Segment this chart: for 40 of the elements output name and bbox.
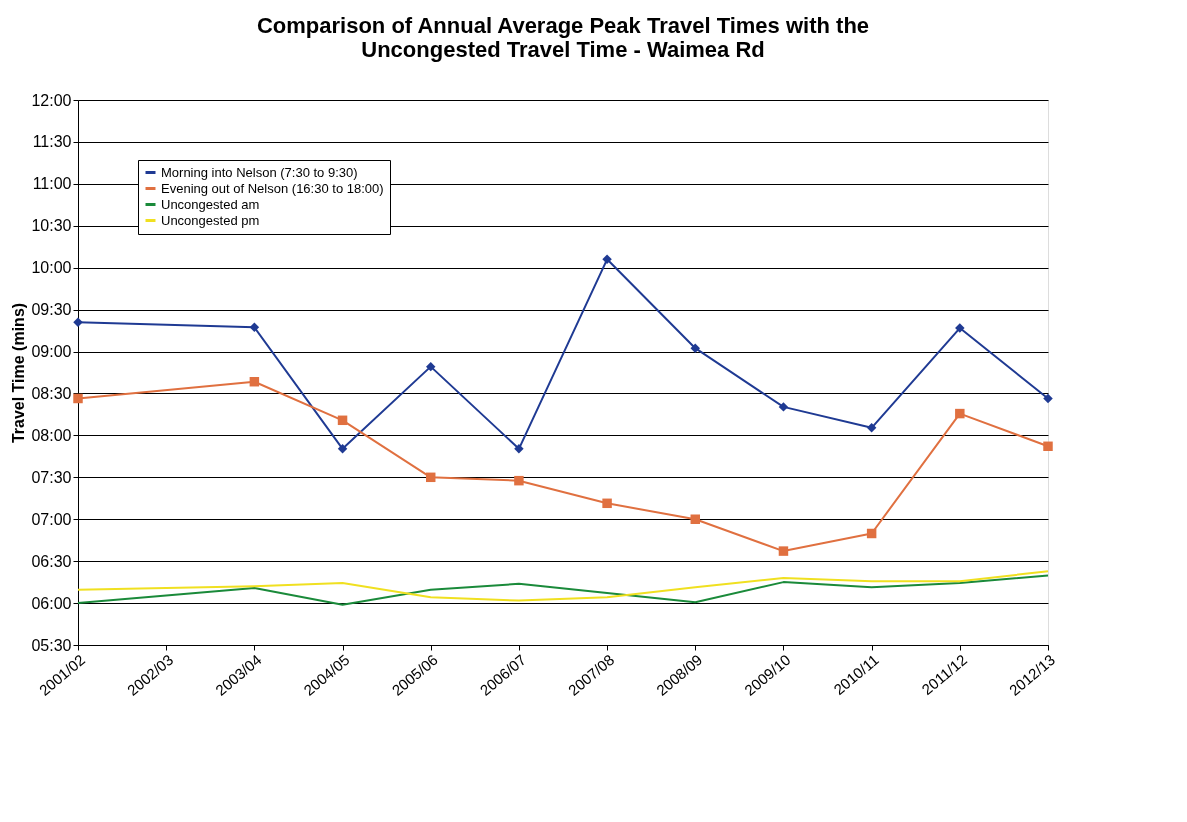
y-tick-label: 06:30 <box>31 552 72 570</box>
point <box>690 343 701 353</box>
point <box>73 393 83 404</box>
point <box>690 514 701 524</box>
y-tick-label: 07:00 <box>31 510 72 528</box>
y-tick-label: 09:00 <box>31 343 72 361</box>
point <box>866 528 877 539</box>
point <box>1043 393 1053 404</box>
point <box>778 402 789 412</box>
legend-label: Morning into Nelson (7:30 to 9:30) <box>161 164 358 180</box>
y-tick-label: 08:00 <box>31 426 72 444</box>
point <box>955 408 965 419</box>
point <box>514 475 524 486</box>
y-tick-label: 09:30 <box>31 301 72 319</box>
point <box>866 423 877 433</box>
point <box>249 322 260 332</box>
y-tick-label: 11:30 <box>32 133 72 151</box>
point <box>778 546 789 556</box>
y-tick-label: 10:30 <box>31 217 72 235</box>
y-axis-title: Travel Time (mins) <box>10 302 28 444</box>
point <box>602 254 612 265</box>
legend-label: Uncongested pm <box>161 212 260 228</box>
point <box>249 376 260 387</box>
point <box>602 498 612 509</box>
point <box>337 444 348 454</box>
y-tick-label: 07:30 <box>31 468 72 486</box>
point <box>514 444 524 454</box>
y-tick-label: 05:30 <box>31 636 72 654</box>
y-tick-label: 11:00 <box>32 175 72 193</box>
point <box>425 361 436 372</box>
y-tick-label: 06:00 <box>31 594 72 612</box>
point <box>337 415 348 426</box>
legend-label: Evening out of Nelson (16:30 to 18:00) <box>161 180 384 196</box>
point <box>1043 441 1053 452</box>
y-tick-label: 08:30 <box>31 384 72 402</box>
point <box>425 472 436 483</box>
legend-label: Uncongested am <box>161 196 260 212</box>
y-tick-label: 10:00 <box>31 259 72 277</box>
chart-title: Comparison of Annual Average Peak Travel Times with the Uncongested Travel Time - Waimea Rd <box>256 13 870 62</box>
y-tick-label: 12:00 <box>31 91 72 109</box>
